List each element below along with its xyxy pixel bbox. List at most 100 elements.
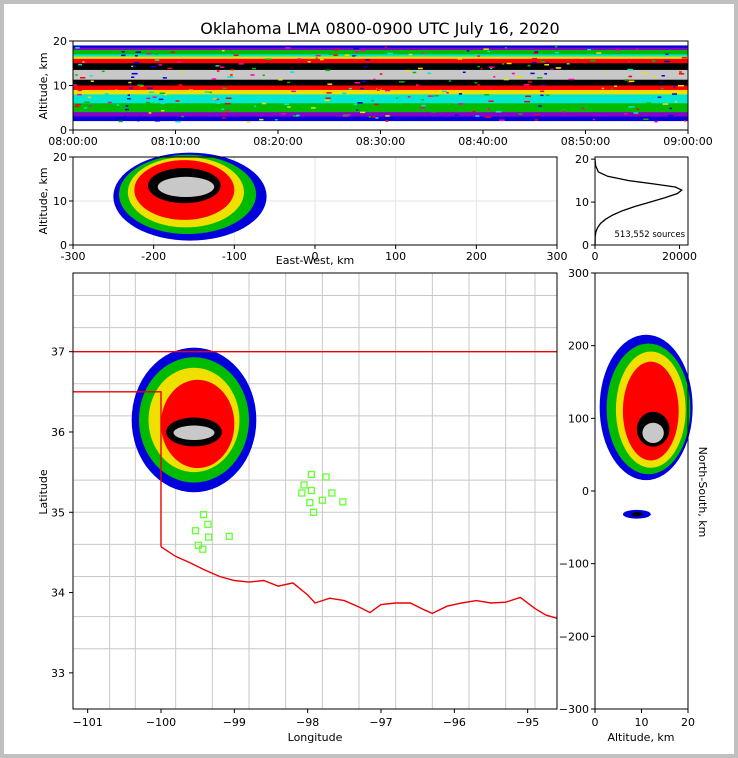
source-speckle (488, 100, 494, 102)
east-west-tick-label: -300 (61, 250, 86, 263)
source-speckle (84, 107, 88, 109)
source-speckle (344, 54, 350, 56)
hist-tick-label: 10 (575, 196, 589, 209)
source-speckle (128, 81, 132, 84)
lma-station-marker (225, 532, 233, 541)
source-speckle (225, 109, 230, 112)
source-speckle (246, 121, 251, 123)
source-speckle (123, 115, 127, 118)
source-speckle (125, 108, 129, 111)
source-speckle (133, 62, 140, 64)
source-speckle (130, 76, 135, 79)
lma-station-marker (199, 511, 208, 519)
source-speckle (75, 47, 80, 49)
time-tick-label: 09:00:00 (663, 135, 712, 148)
source-speckle (101, 70, 105, 73)
source-speckle (325, 97, 331, 99)
source-speckle (545, 94, 550, 96)
source-speckle (384, 46, 387, 48)
source-speckle (501, 63, 505, 65)
ns-density-layer-5 (642, 422, 664, 444)
source-speckle (628, 75, 633, 78)
source-speckle (125, 105, 129, 107)
source-speckle (281, 113, 286, 115)
source-speckle (405, 69, 410, 72)
source-speckle (431, 111, 437, 113)
source-speckle (324, 99, 330, 102)
time-tick-label: 08:40:00 (458, 135, 507, 148)
source-speckle (614, 85, 618, 87)
source-speckle (348, 87, 352, 90)
source-speckle (103, 50, 110, 52)
ew-altitude-tick-label: 10 (53, 195, 67, 208)
source-speckle (354, 82, 361, 84)
lma-station-marker (309, 508, 318, 516)
source-speckle (672, 93, 677, 95)
north-south-ylabel: North-South, km (696, 447, 709, 538)
source-speckle (262, 102, 267, 105)
lma-figure: Oklahoma LMA 0800-0900 UTC July 16, 2020… (37, 19, 713, 744)
source-speckle (287, 106, 291, 108)
ew-altitude-tick-label: 20 (53, 151, 67, 164)
source-speckle (378, 52, 384, 55)
source-speckle (162, 77, 167, 79)
source-speckle (385, 115, 390, 117)
time-altitude-tick-label: 10 (53, 80, 67, 93)
source-speckle (177, 60, 182, 63)
source-speckle (327, 83, 333, 85)
source-speckle (145, 101, 150, 104)
lma-station-marker (205, 533, 213, 541)
source-speckle (159, 92, 166, 95)
source-speckle (73, 84, 77, 86)
source-speckle (418, 67, 423, 70)
source-speckle (554, 51, 560, 54)
source-speckle (307, 61, 311, 63)
lma-station-marker (300, 481, 308, 489)
lma-station-marker (307, 486, 315, 495)
source-speckle (78, 63, 82, 66)
source-speckle (154, 120, 160, 122)
longitude-tick-label: −100 (146, 716, 176, 729)
source-speckle (278, 79, 283, 81)
source-speckle (534, 51, 539, 53)
source-speckle (290, 71, 295, 73)
source-speckle (89, 105, 93, 107)
source-speckle (121, 54, 126, 57)
source-speckle (466, 50, 470, 52)
source-speckle (146, 87, 153, 89)
source-speckle (480, 67, 483, 70)
plan-view-xlabel: Longitude (288, 731, 343, 744)
source-speckle (532, 57, 538, 60)
source-speckle (354, 50, 359, 53)
source-speckle (238, 63, 244, 65)
source-speckle (604, 71, 607, 74)
source-speckle (135, 51, 142, 53)
latitude-tick-label: 33 (51, 667, 65, 680)
source-speckle (233, 54, 239, 57)
source-speckle (353, 103, 357, 106)
source-speckle (419, 107, 426, 109)
source-speckle (158, 98, 164, 101)
source-speckle (357, 102, 363, 104)
source-speckle (540, 90, 545, 93)
time-altitude-tick-label: 0 (60, 124, 67, 137)
source-speckle (421, 51, 424, 54)
source-speckle (540, 94, 544, 97)
plan-view-ylabel: Latitude (37, 469, 50, 515)
source-speckle (326, 92, 332, 94)
county-lines (73, 273, 557, 709)
source-speckle (408, 53, 413, 56)
source-speckle (361, 80, 367, 83)
source-speckle (211, 78, 217, 80)
source-speckle (516, 96, 519, 99)
east-west-density (113, 152, 267, 241)
north-south-tick-label: 100 (568, 412, 589, 425)
source-speckle (82, 61, 85, 63)
source-speckle (553, 99, 559, 102)
source-speckle (131, 72, 138, 75)
source-speckle (74, 105, 80, 108)
source-speckle (296, 114, 300, 117)
longitude-tick-label: −97 (369, 716, 392, 729)
source-speckle (462, 71, 466, 74)
time-altitude-ylabel: Altitude, km (37, 52, 50, 119)
